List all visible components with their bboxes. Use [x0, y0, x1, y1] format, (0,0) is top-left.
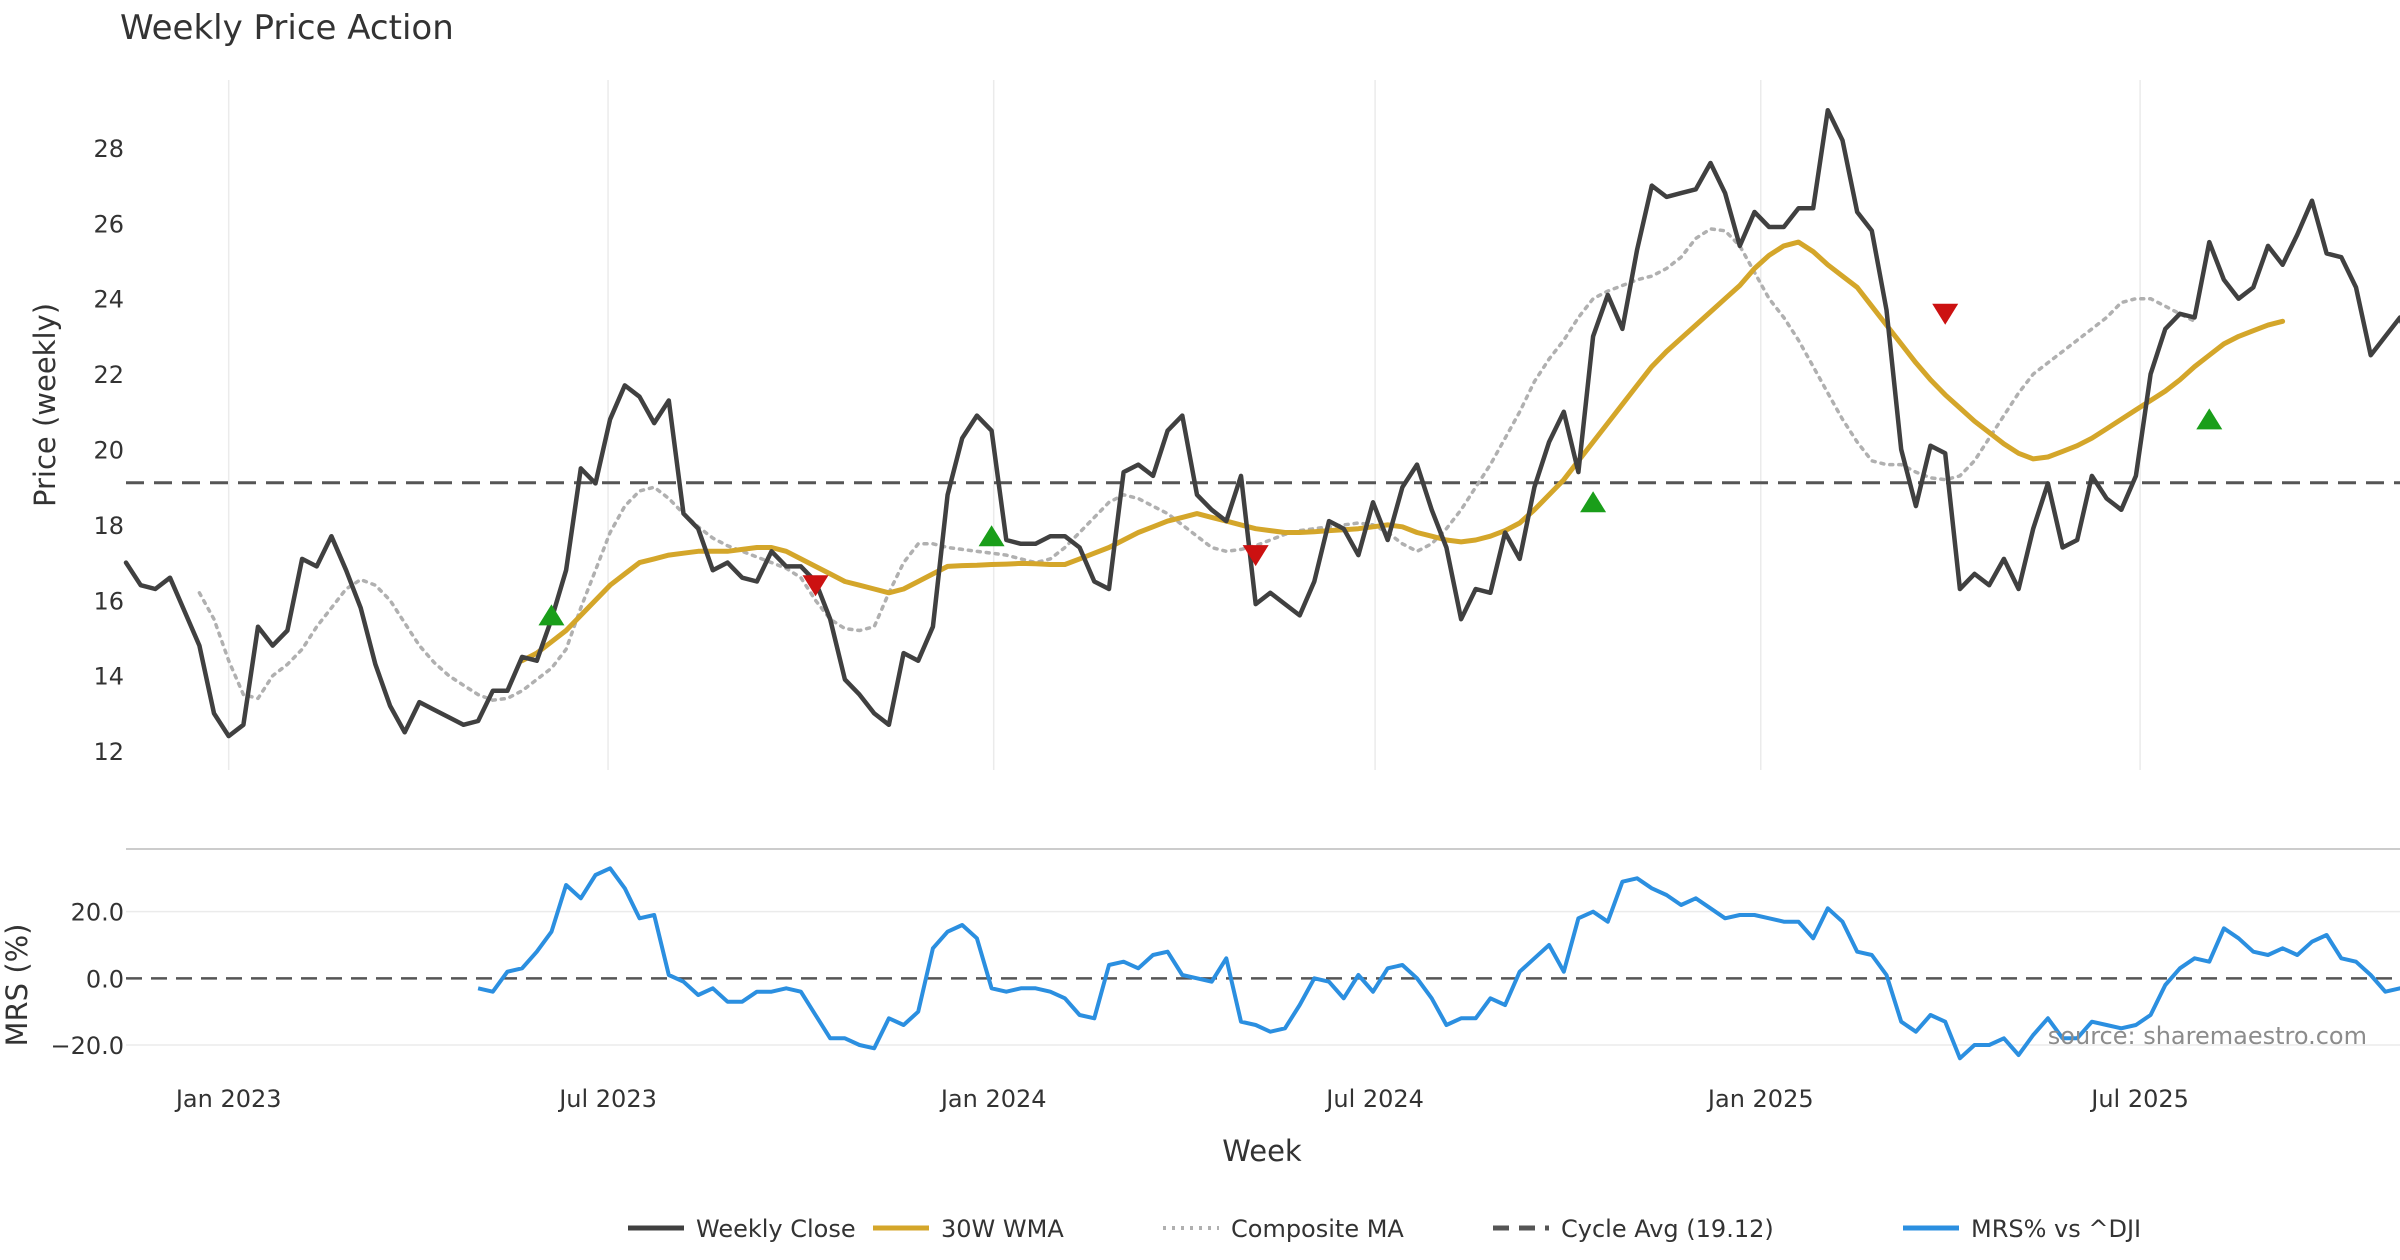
legend: Weekly Close 30W WMA Composite MA Cycle Avg…	[628, 1215, 2141, 1243]
x-tick-label: Jul 2023	[557, 1085, 657, 1113]
x-tick-label: Jan 2024	[939, 1085, 1047, 1113]
price-y-tick-label: 26	[93, 210, 124, 238]
chart-title: Weekly Price Action	[120, 8, 454, 48]
x-tick-label: Jan 2023	[174, 1085, 282, 1113]
price-grid	[227, 80, 2141, 770]
mrs-line	[477, 866, 2400, 1061]
legend-label: Cycle Avg (19.12)	[1561, 1215, 1774, 1243]
price-y-tick-label: 16	[93, 587, 124, 615]
mrs-y-tick-label: 0.0	[86, 965, 124, 993]
buy-signal-marker	[1580, 491, 1607, 513]
mrs-y-ticks: 20.0 0.0 −20.0	[50, 899, 124, 1060]
mrs-y-axis-label: MRS (%)	[0, 924, 34, 1047]
composite-ma-line	[197, 227, 2197, 702]
legend-label: Composite MA	[1231, 1215, 1404, 1243]
x-ticks: Jan 2023 Jul 2023 Jan 2024 Jul 2024 Jan 2025…	[174, 1085, 2189, 1113]
sell-signal-marker	[1932, 303, 1959, 325]
price-y-tick-label: 14	[93, 663, 124, 691]
price-series	[123, 107, 2400, 739]
signal-markers	[538, 303, 2223, 626]
source-note: source: sharemaestro.com	[2048, 1022, 2367, 1050]
x-tick-label: Jul 2024	[1324, 1085, 1424, 1113]
mrs-grid	[126, 910, 2400, 1046]
price-y-tick-label: 12	[93, 738, 124, 766]
price-y-tick-label: 20	[93, 437, 124, 465]
legend-label: Weekly Close	[696, 1215, 856, 1243]
legend-label: 30W WMA	[941, 1215, 1064, 1243]
x-axis-label: Week	[1222, 1134, 1302, 1168]
mrs-y-tick-label: 20.0	[71, 899, 124, 927]
buy-signal-marker	[978, 525, 1005, 547]
legend-label: MRS% vs ^DJI	[1971, 1215, 2141, 1243]
price-y-ticks: 12 14 16 18 20 22 24 26 28	[93, 135, 124, 766]
price-y-tick-label: 28	[93, 135, 124, 163]
buy-signal-marker	[2196, 408, 2223, 430]
price-y-axis-label: Price (weekly)	[28, 303, 62, 507]
mrs-series	[477, 866, 2400, 1061]
price-y-tick-label: 18	[93, 512, 124, 540]
30w-wma-line	[519, 239, 2286, 664]
x-tick-label: Jan 2025	[1706, 1085, 1814, 1113]
mrs-y-tick-label: −20.0	[50, 1032, 124, 1060]
sell-signal-marker	[802, 575, 829, 597]
weekly-close-line	[123, 107, 2400, 739]
price-y-tick-label: 22	[93, 361, 124, 389]
buy-signal-marker	[538, 604, 565, 626]
x-tick-label: Jul 2025	[2089, 1085, 2189, 1113]
price-y-tick-label: 24	[93, 286, 124, 314]
sell-signal-marker	[1242, 545, 1269, 567]
